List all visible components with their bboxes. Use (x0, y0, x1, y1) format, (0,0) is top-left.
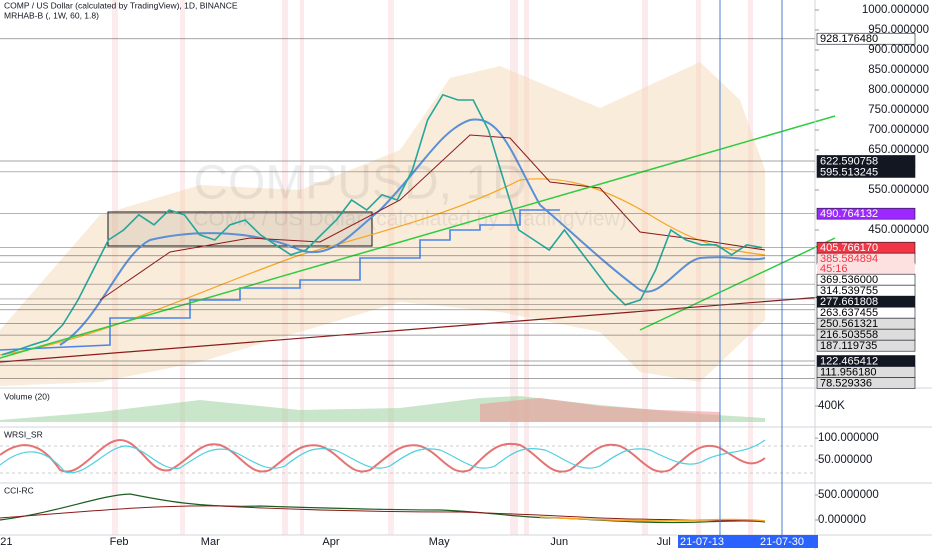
trend-line (0, 295, 836, 363)
price-tag (816, 339, 916, 352)
cci-signal (0, 505, 766, 522)
price-tag-label: 187.119735 (820, 340, 877, 352)
x-tick-label: Jul (657, 536, 671, 548)
price-tag-label: 111.956180 (820, 366, 876, 378)
x-tick-label: Jun (550, 536, 568, 548)
countdown: 45:16 (820, 263, 848, 275)
trend-line (0, 115, 836, 359)
countdown-tag (817, 263, 915, 275)
y-tick-label: 900.000000 (868, 44, 929, 56)
time-marker-box (678, 535, 818, 548)
price-tag-label: 369.536000 (820, 274, 878, 286)
price-tag-label: 250.561321 (820, 318, 878, 330)
price-tag-label: 490.764132 (820, 208, 878, 220)
panel-title: Volume (20) (4, 391, 50, 401)
watermark: COMPUSD, 1D (193, 157, 526, 210)
y-tick-label: 550.000000 (868, 184, 929, 196)
wrsi-signal (0, 439, 766, 474)
y-tick-label: 800.000000 (868, 84, 929, 96)
ma-orange (0, 178, 766, 356)
price-line (1, 93, 763, 356)
session-highlights (112, 0, 753, 535)
y-tick-label: 450.000000 (868, 224, 929, 236)
price-tag-label: 314.539755 (820, 285, 878, 297)
y-tick-label: 750.000000 (868, 104, 929, 116)
price-tag-label: 277.661808 (820, 296, 878, 308)
panel-tick-label: 100.000000 (818, 432, 879, 444)
price-tag (816, 207, 916, 220)
panel-title: WRSI_SR (4, 429, 43, 439)
price-tag-label: 216.503558 (820, 329, 878, 341)
x-tick-label: Apr (322, 536, 339, 548)
y-tick-label: 1000.000000 (862, 4, 929, 16)
cci-line (0, 493, 766, 524)
time-marker: 21-07-13 (680, 536, 724, 548)
price-tag (816, 166, 916, 178)
price-tag (816, 32, 916, 45)
x-tick-label: 2021 (0, 536, 12, 548)
panel-tick-label: 400K (818, 400, 845, 412)
wrsi-line (0, 438, 766, 473)
price-tag-label: 122.465412 (820, 355, 878, 367)
x-tick-label: Feb (110, 536, 129, 548)
price-tag-label: 385.584894 (820, 253, 878, 265)
price-tag-label: 928.176480 (820, 33, 878, 45)
envelope-band (0, 62, 765, 386)
panel-tick-label: 500.000000 (818, 489, 879, 501)
x-tick-label: Mar (201, 536, 220, 548)
panel-title: CCI-RC (4, 485, 34, 495)
y-tick-label: 650.000000 (868, 144, 929, 156)
price-tag-label: 405.766170 (820, 242, 878, 254)
x-tick-label: May (429, 536, 450, 548)
price-tag-label: 595.513245 (820, 166, 878, 178)
panel-tick-label: 50.000000 (818, 454, 872, 466)
volume-area (480, 398, 720, 422)
price-tag-label: 622.590758 (820, 155, 878, 167)
ma-blue-step (0, 209, 560, 351)
y-tick-label: 700.000000 (868, 124, 929, 136)
price-tag-label: 263.637455 (820, 307, 878, 319)
price-tag (816, 377, 916, 389)
price-tag-label: 78.529336 (820, 377, 872, 389)
time-marker: 21-07-30 (760, 536, 804, 548)
indicator-title: MRHAB-B (, 1W, 60, 1.8) (4, 10, 99, 20)
panel-tick-label: 0.000000 (818, 514, 866, 526)
y-tick-label: 850.000000 (868, 64, 929, 76)
chart-title: COMP / US Dollar (calculated by TradingV… (4, 0, 238, 10)
cci-orange (539, 516, 766, 522)
